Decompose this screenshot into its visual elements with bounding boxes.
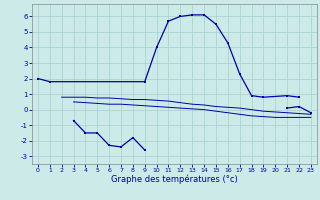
X-axis label: Graphe des températures (°c): Graphe des températures (°c) (111, 175, 238, 184)
